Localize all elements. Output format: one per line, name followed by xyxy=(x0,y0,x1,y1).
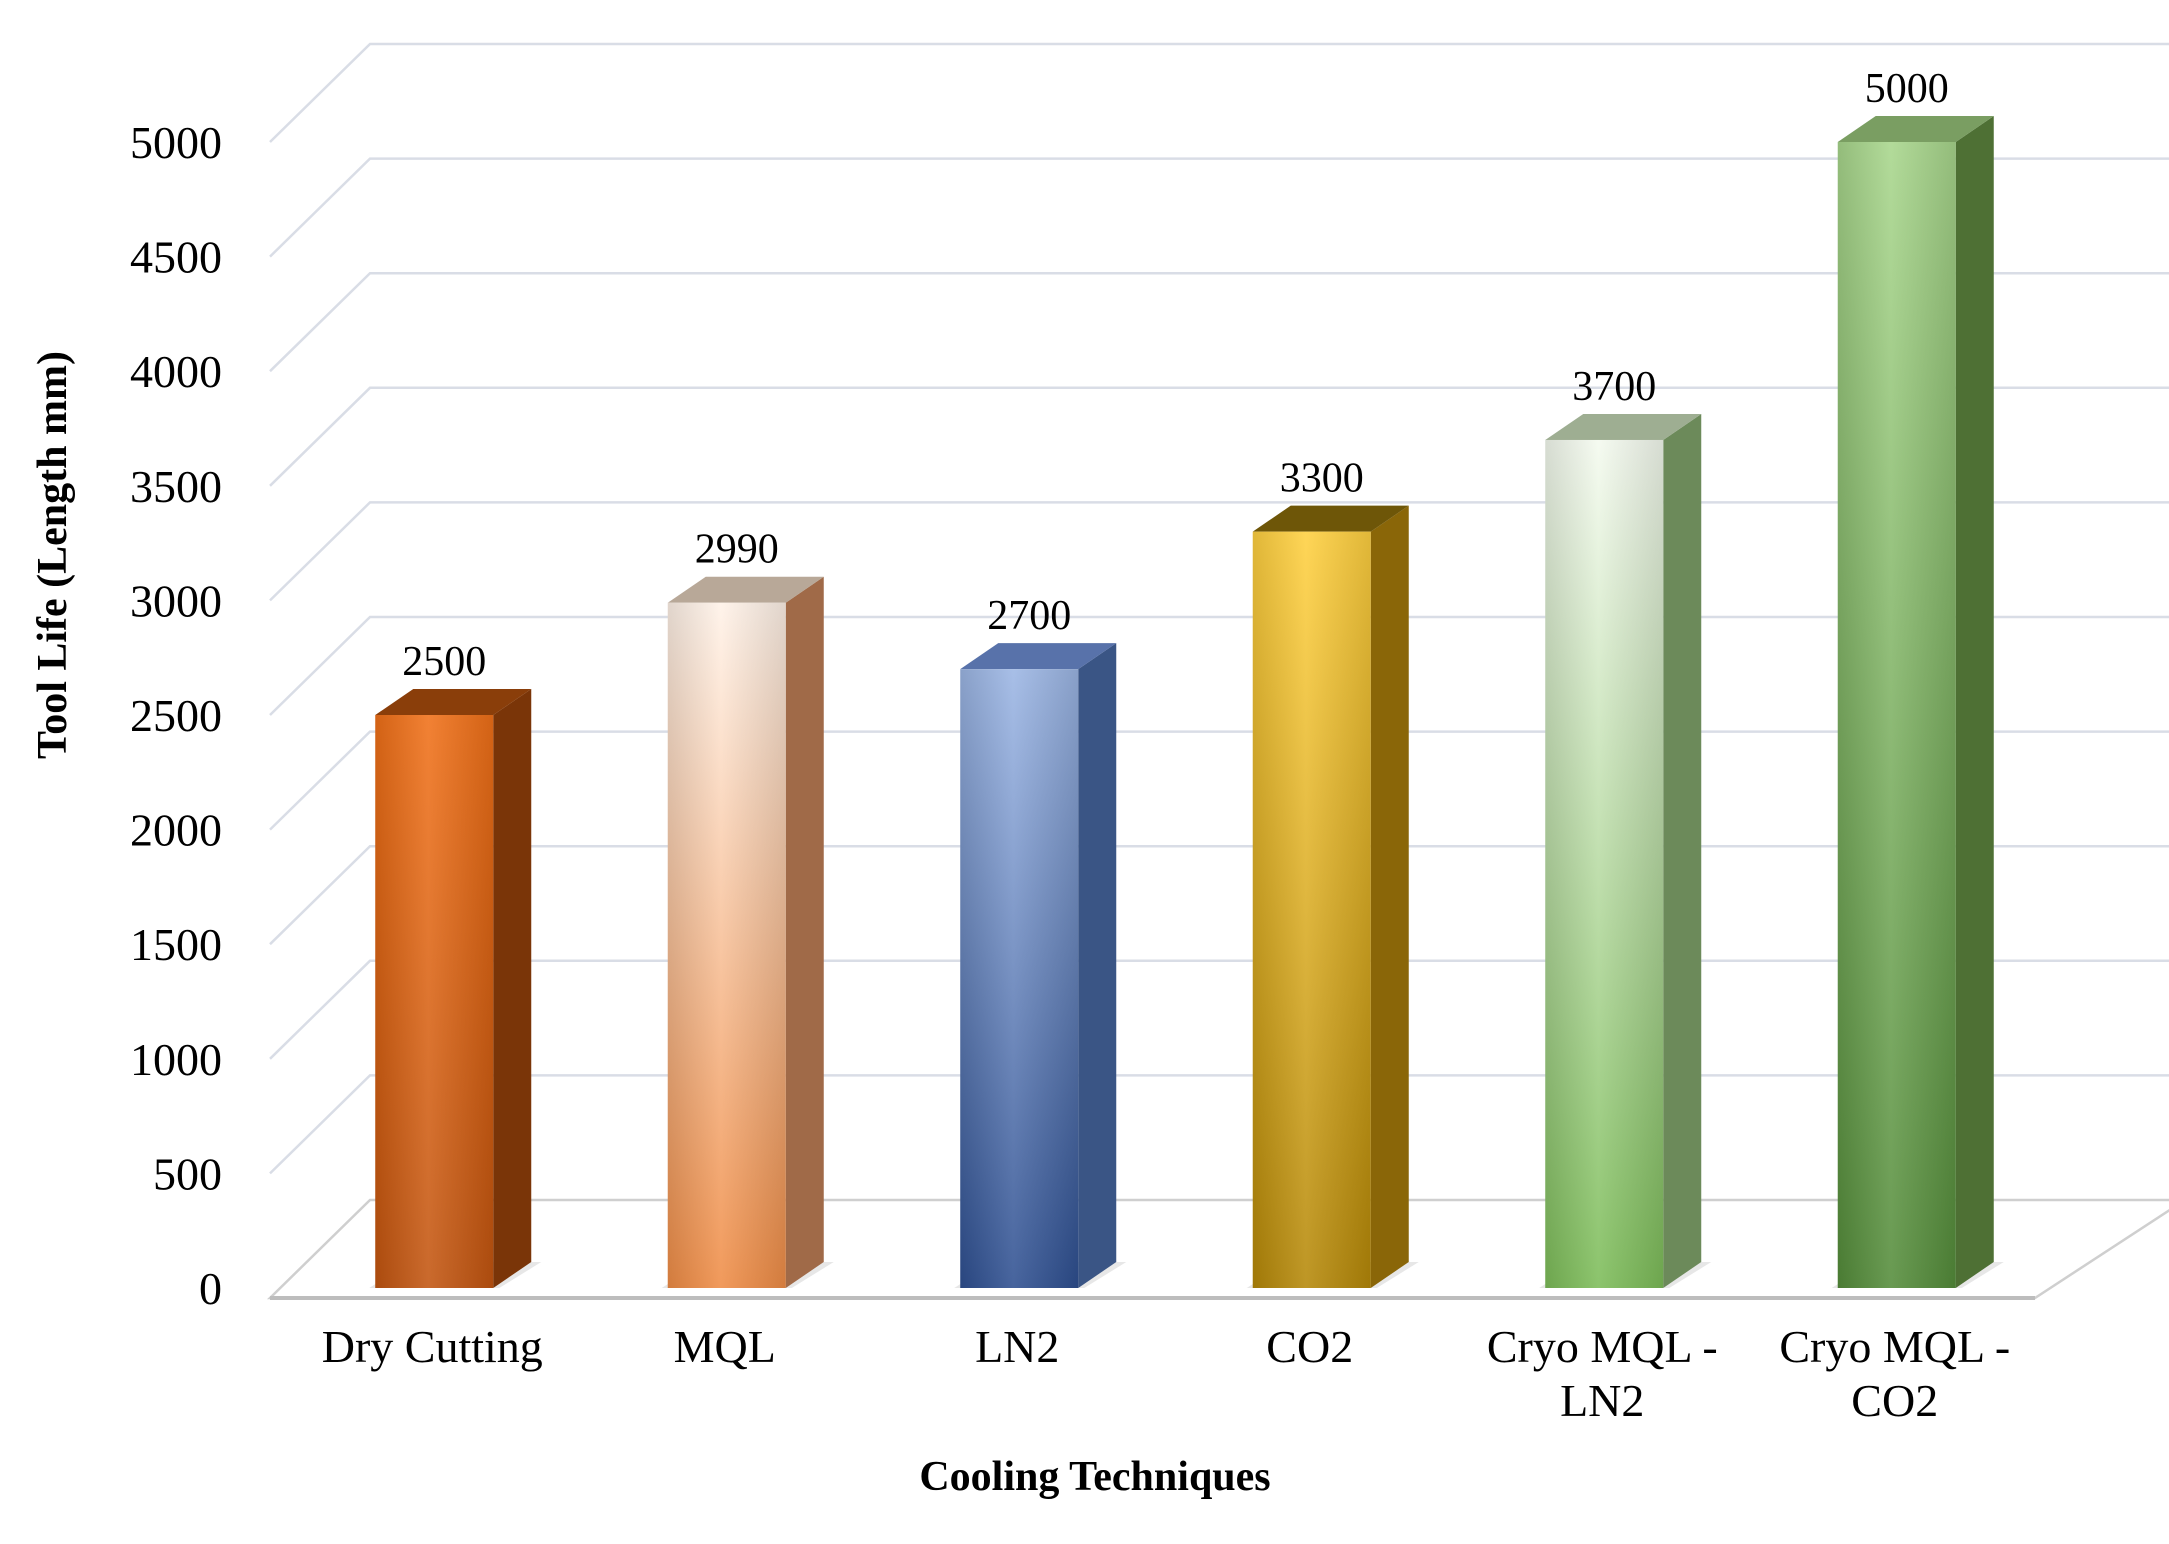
bar xyxy=(954,643,1127,1288)
bars xyxy=(369,116,2004,1289)
gridline xyxy=(269,271,2169,373)
y-tick-label: 500 xyxy=(153,1148,222,1199)
y-tick-label: 5000 xyxy=(130,117,222,168)
category-label: CO2 xyxy=(1266,1321,1353,1372)
y-tick-label: 4000 xyxy=(130,346,222,397)
data-label: 3300 xyxy=(1280,456,1364,502)
y-axis-title: Tool Life (Length mm) xyxy=(30,351,76,759)
y-tick-label: 1000 xyxy=(130,1034,222,1085)
gridline xyxy=(269,42,2169,143)
bar xyxy=(1831,116,2004,1288)
y-tick-label: 2500 xyxy=(130,690,222,741)
bar-top xyxy=(1545,413,1702,440)
data-label: 5000 xyxy=(1865,66,1949,112)
bar xyxy=(369,689,542,1288)
category-label: CO2 xyxy=(1851,1375,1938,1426)
bar-side xyxy=(1663,413,1702,1289)
y-axis-ticks: 0 500 1000 1500 2000 2500 3000 3500 4000 4500 5000 xyxy=(130,117,222,1314)
bar-top xyxy=(960,643,1117,670)
gridline xyxy=(269,157,2169,258)
bar-side xyxy=(1955,116,1994,1288)
bar-top xyxy=(667,576,824,603)
bar-shading xyxy=(667,602,786,1288)
bar-shading xyxy=(1545,439,1664,1289)
data-label: 2990 xyxy=(695,527,779,573)
y-tick-label: 4500 xyxy=(130,232,222,283)
bar-side xyxy=(785,576,824,1288)
bar-shading xyxy=(960,669,1079,1288)
gridlines xyxy=(269,42,2169,1175)
category-label: Cryo MQL - xyxy=(1779,1321,2010,1372)
gridline xyxy=(269,386,2169,487)
category-label: Dry Cutting xyxy=(322,1321,543,1372)
bar-shading xyxy=(1837,142,1956,1288)
bar xyxy=(661,576,834,1288)
bar-top xyxy=(375,689,532,715)
data-label: 2700 xyxy=(987,593,1071,639)
bar-side xyxy=(493,689,532,1288)
y-tick-label: 2000 xyxy=(130,805,222,856)
data-label: 2500 xyxy=(402,639,486,685)
bar-shading xyxy=(375,715,494,1288)
data-label: 3700 xyxy=(1572,364,1656,410)
bar-side xyxy=(1370,505,1409,1288)
category-label: LN2 xyxy=(975,1321,1059,1372)
bar xyxy=(1539,413,1712,1289)
y-tick-label: 3000 xyxy=(130,575,222,626)
y-tick-label: 3500 xyxy=(130,461,222,512)
category-label: LN2 xyxy=(1560,1375,1644,1426)
bar-side xyxy=(1078,643,1117,1288)
bar-top xyxy=(1252,505,1409,532)
category-label: MQL xyxy=(674,1321,776,1372)
y-tick-label: 0 xyxy=(199,1263,222,1314)
bar-shading xyxy=(1252,531,1371,1288)
y-tick-label: 1500 xyxy=(130,919,222,970)
data-labels: 2500 2990 2700 3300 3700 5000 xyxy=(402,66,1949,685)
x-axis-title: Cooling Techniques xyxy=(919,1454,1270,1500)
category-label: Cryo MQL - xyxy=(1487,1321,1718,1372)
bar xyxy=(1246,505,1419,1288)
bar-top xyxy=(1837,116,1994,142)
